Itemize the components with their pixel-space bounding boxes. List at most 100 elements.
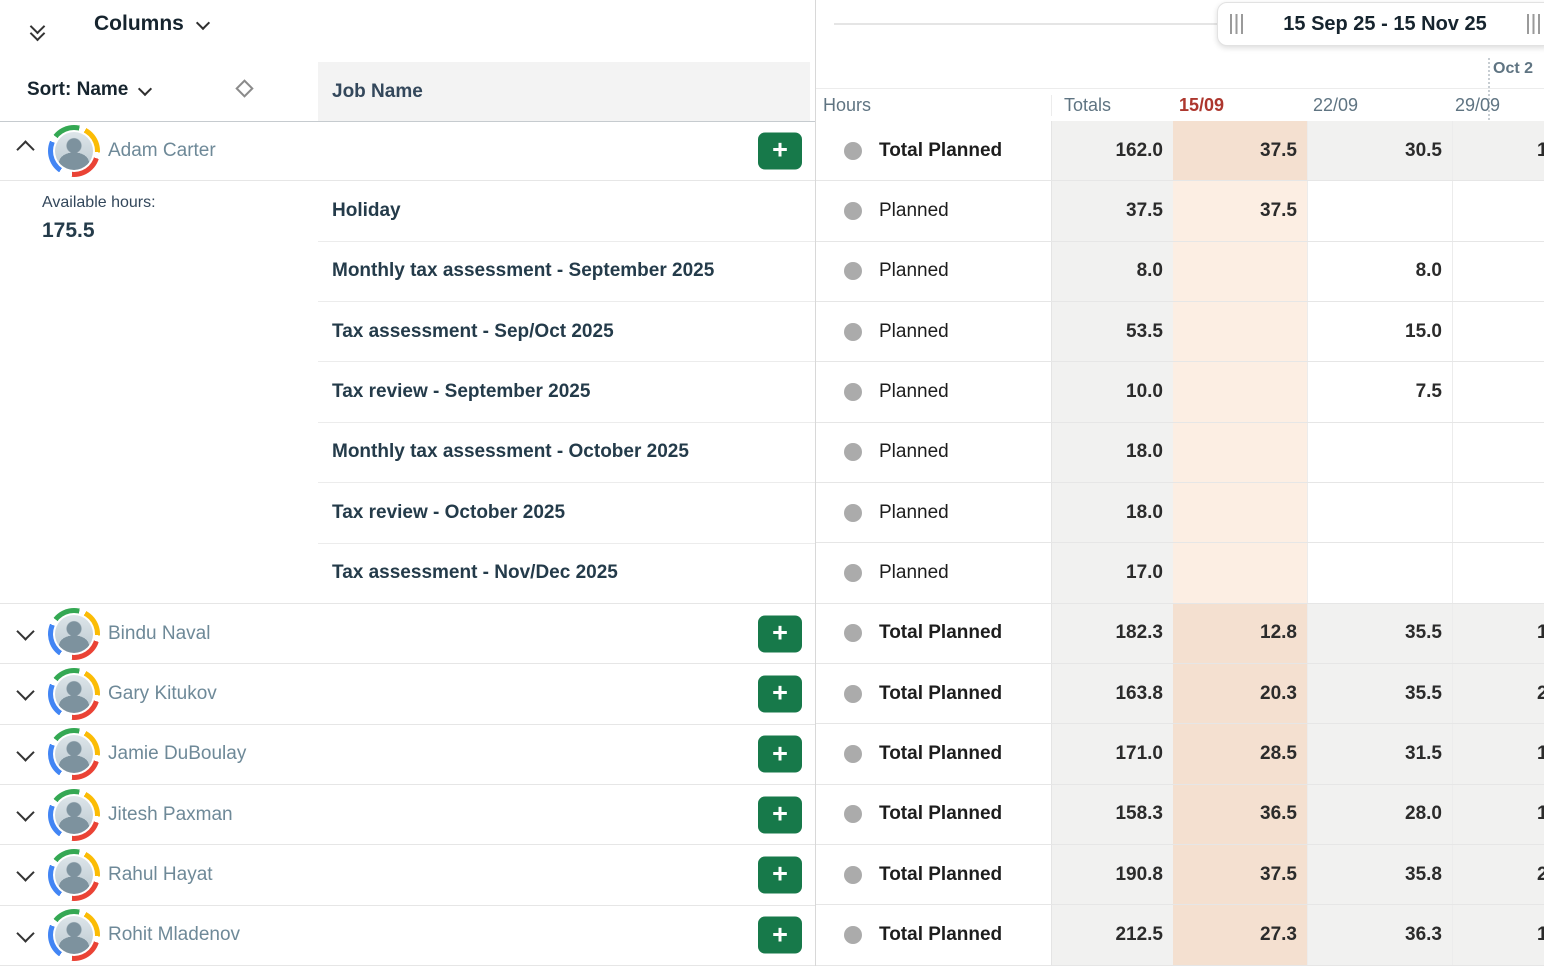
hours-row-total-planned: Total Planned 182.3 12.8 35.5 1 [816,603,1544,665]
hours-row-planned: Planned 18.0 [816,483,1544,544]
week-cell-29-09[interactable] [1452,181,1544,241]
expand-person-chevron-icon[interactable] [12,802,38,828]
week-cell-29-09[interactable] [1452,241,1544,302]
hours-row-total-planned: Total Planned 190.8 37.5 35.8 2 [816,845,1544,906]
date-range-selector[interactable]: 15 Sep 25 - 15 Nov 25 [1217,2,1544,46]
expand-person-chevron-icon[interactable] [12,741,38,767]
job-row[interactable]: Tax review - September 2025 [318,362,815,423]
add-job-button[interactable]: + [758,675,802,713]
hours-row-planned: Planned 37.5 37.5 [816,181,1544,242]
job-row[interactable]: Monthly tax assessment - September 2025 [318,242,815,303]
week-cell-15-09[interactable]: 37.5 [1173,121,1307,181]
week-cell-29-09[interactable]: 2 [1452,845,1544,905]
collapse-all-icon[interactable] [22,13,52,47]
row-label-cell: Planned [816,543,1051,603]
week-cell-22-09[interactable]: 35.5 [1307,664,1452,724]
add-job-button[interactable]: + [758,796,802,834]
week-cell-15-09[interactable]: 36.5 [1173,784,1307,845]
person-name: Adam Carter [108,139,216,161]
week-cell-29-09[interactable] [1452,302,1544,362]
totals-column-header: Totals [1051,95,1173,116]
expand-person-chevron-icon[interactable] [12,922,38,948]
job-row[interactable]: Tax review - October 2025 [318,483,815,544]
job-row[interactable]: Holiday [318,181,815,242]
week-cell-15-09[interactable] [1173,302,1307,362]
week-cell-22-09[interactable] [1307,483,1452,543]
week-cell-22-09[interactable] [1307,543,1452,603]
week-cell-22-09[interactable]: 15.0 [1307,302,1452,362]
week-cell-22-09[interactable]: 35.5 [1307,603,1452,664]
row-label: Total Planned [879,863,1003,885]
week-cell-29-09[interactable] [1452,362,1544,422]
expand-person-chevron-icon[interactable] [12,621,38,647]
week-cell-29-09[interactable]: 1 [1452,905,1544,965]
chevron-down-icon [195,15,210,30]
week-cell-22-09[interactable]: 28.0 [1307,784,1452,845]
week-cell-15-09[interactable]: 37.5 [1173,845,1307,905]
job-name: Tax review - September 2025 [332,381,591,403]
hours-row-total-planned: Total Planned 171.0 28.5 31.5 1 [816,724,1544,785]
totals-cell: 171.0 [1051,724,1173,784]
week-cell-29-09[interactable]: 1 [1452,121,1544,181]
avatar [48,848,100,901]
week-cell-22-09[interactable]: 30.5 [1307,121,1452,181]
collapse-person-chevron-icon[interactable] [12,138,38,164]
person-row-adam-carter: Adam Carter + [0,121,815,182]
job-row[interactable]: Tax assessment - Nov/Dec 2025 [318,544,815,603]
row-label-cell: Planned [816,302,1051,362]
week-cell-15-09[interactable] [1173,483,1307,543]
week-cell-15-09[interactable]: 28.5 [1173,724,1307,784]
week-cell-15-09[interactable] [1173,362,1307,422]
week-cell-22-09[interactable]: 8.0 [1307,241,1452,302]
week-cell-29-09[interactable]: 1 [1452,724,1544,784]
sort-direction-icon[interactable] [235,79,254,98]
week-cell-22-09[interactable]: 35.8 [1307,845,1452,905]
week-cell-29-09[interactable]: 2 [1452,664,1544,724]
job-name-column-header: Job Name [318,62,810,121]
status-dot-icon [844,684,862,703]
columns-button[interactable]: Columns [88,11,214,37]
expand-person-chevron-icon[interactable] [12,681,38,707]
week-cell-22-09[interactable] [1307,422,1452,483]
status-dot-icon [844,443,862,462]
week-cell-22-09[interactable] [1307,181,1452,241]
week-cell-15-09[interactable] [1173,422,1307,483]
week-cell-15-09[interactable]: 20.3 [1173,664,1307,724]
range-left-drag-handle-icon[interactable] [1230,14,1243,34]
add-job-button[interactable]: + [758,615,802,653]
add-job-button[interactable]: + [758,856,802,894]
range-right-drag-handle-icon[interactable] [1526,14,1540,34]
add-job-button[interactable]: + [758,916,802,954]
expand-person-chevron-icon[interactable] [12,862,38,888]
status-dot-icon [844,383,862,402]
available-hours: Available hours: 175.5 [42,194,156,243]
week-cell-15-09[interactable] [1173,543,1307,603]
week-cell-29-09[interactable] [1452,422,1544,483]
week-cell-29-09[interactable]: 1 [1452,784,1544,845]
totals-cell: 37.5 [1051,181,1173,241]
row-label: Planned [879,381,949,403]
week-cell-22-09[interactable]: 7.5 [1307,362,1452,422]
totals-cell: 182.3 [1051,603,1173,664]
job-row[interactable]: Tax assessment - Sep/Oct 2025 [318,302,815,363]
job-name-header-label: Job Name [332,80,423,102]
row-label-cell: Total Planned [816,603,1051,664]
add-job-button[interactable]: + [758,132,802,170]
week-cell-15-09[interactable] [1173,241,1307,302]
person-row-rahul-hayat: Rahul Hayat + [0,845,815,906]
add-job-button[interactable]: + [758,735,802,773]
row-label-cell: Total Planned [816,724,1051,784]
week-cell-29-09[interactable]: 1 [1452,603,1544,664]
week-cell-15-09[interactable]: 37.5 [1173,181,1307,241]
week-cell-15-09[interactable]: 27.3 [1173,905,1307,965]
week-cell-22-09[interactable]: 31.5 [1307,724,1452,784]
sort-button[interactable]: Sort: Name [21,78,156,102]
week-cell-15-09[interactable]: 12.8 [1173,603,1307,664]
week-cell-22-09[interactable]: 36.3 [1307,905,1452,965]
job-row[interactable]: Monthly tax assessment - October 2025 [318,423,815,484]
week-cell-29-09[interactable] [1452,483,1544,543]
week-cell-29-09[interactable] [1452,543,1544,603]
row-label-cell: Planned [816,362,1051,422]
avatar [48,667,100,720]
